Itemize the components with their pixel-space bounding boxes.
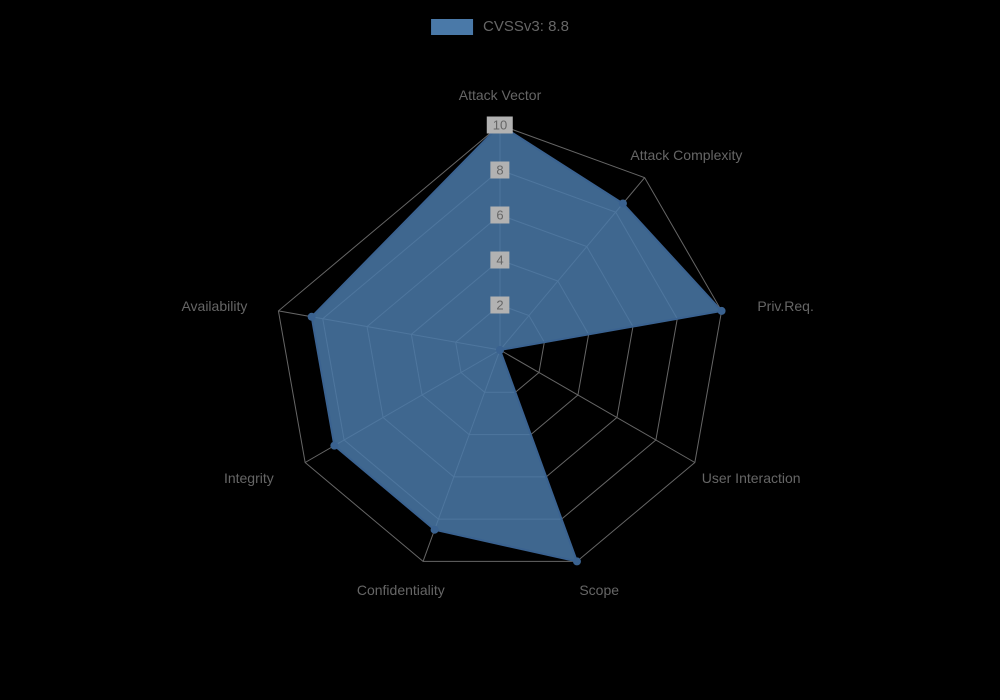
tick-label: 8: [490, 162, 509, 179]
series-marker: [619, 199, 627, 207]
radar-chart: [0, 0, 1000, 700]
series-marker: [308, 313, 316, 321]
axis-label: Scope: [579, 582, 619, 598]
axis-label: Attack Complexity: [630, 147, 742, 163]
tick-label: 6: [490, 207, 509, 224]
axis-label: Confidentiality: [357, 582, 445, 598]
series-marker: [573, 557, 581, 565]
series-polygon: [312, 125, 722, 561]
axis-label: Availability: [181, 298, 247, 314]
tick-label: 4: [490, 252, 509, 269]
tick-label: 10: [487, 117, 513, 134]
series-marker: [330, 442, 338, 450]
axis-label: Attack Vector: [459, 87, 541, 103]
series-marker: [718, 307, 726, 315]
series-marker: [496, 346, 504, 354]
axis-label: Integrity: [224, 470, 274, 486]
radar-series: [312, 125, 722, 561]
series-marker: [431, 526, 439, 534]
tick-label: 2: [490, 297, 509, 314]
axis-label: Priv.Req.: [757, 298, 814, 314]
axis-label: User Interaction: [702, 470, 801, 486]
